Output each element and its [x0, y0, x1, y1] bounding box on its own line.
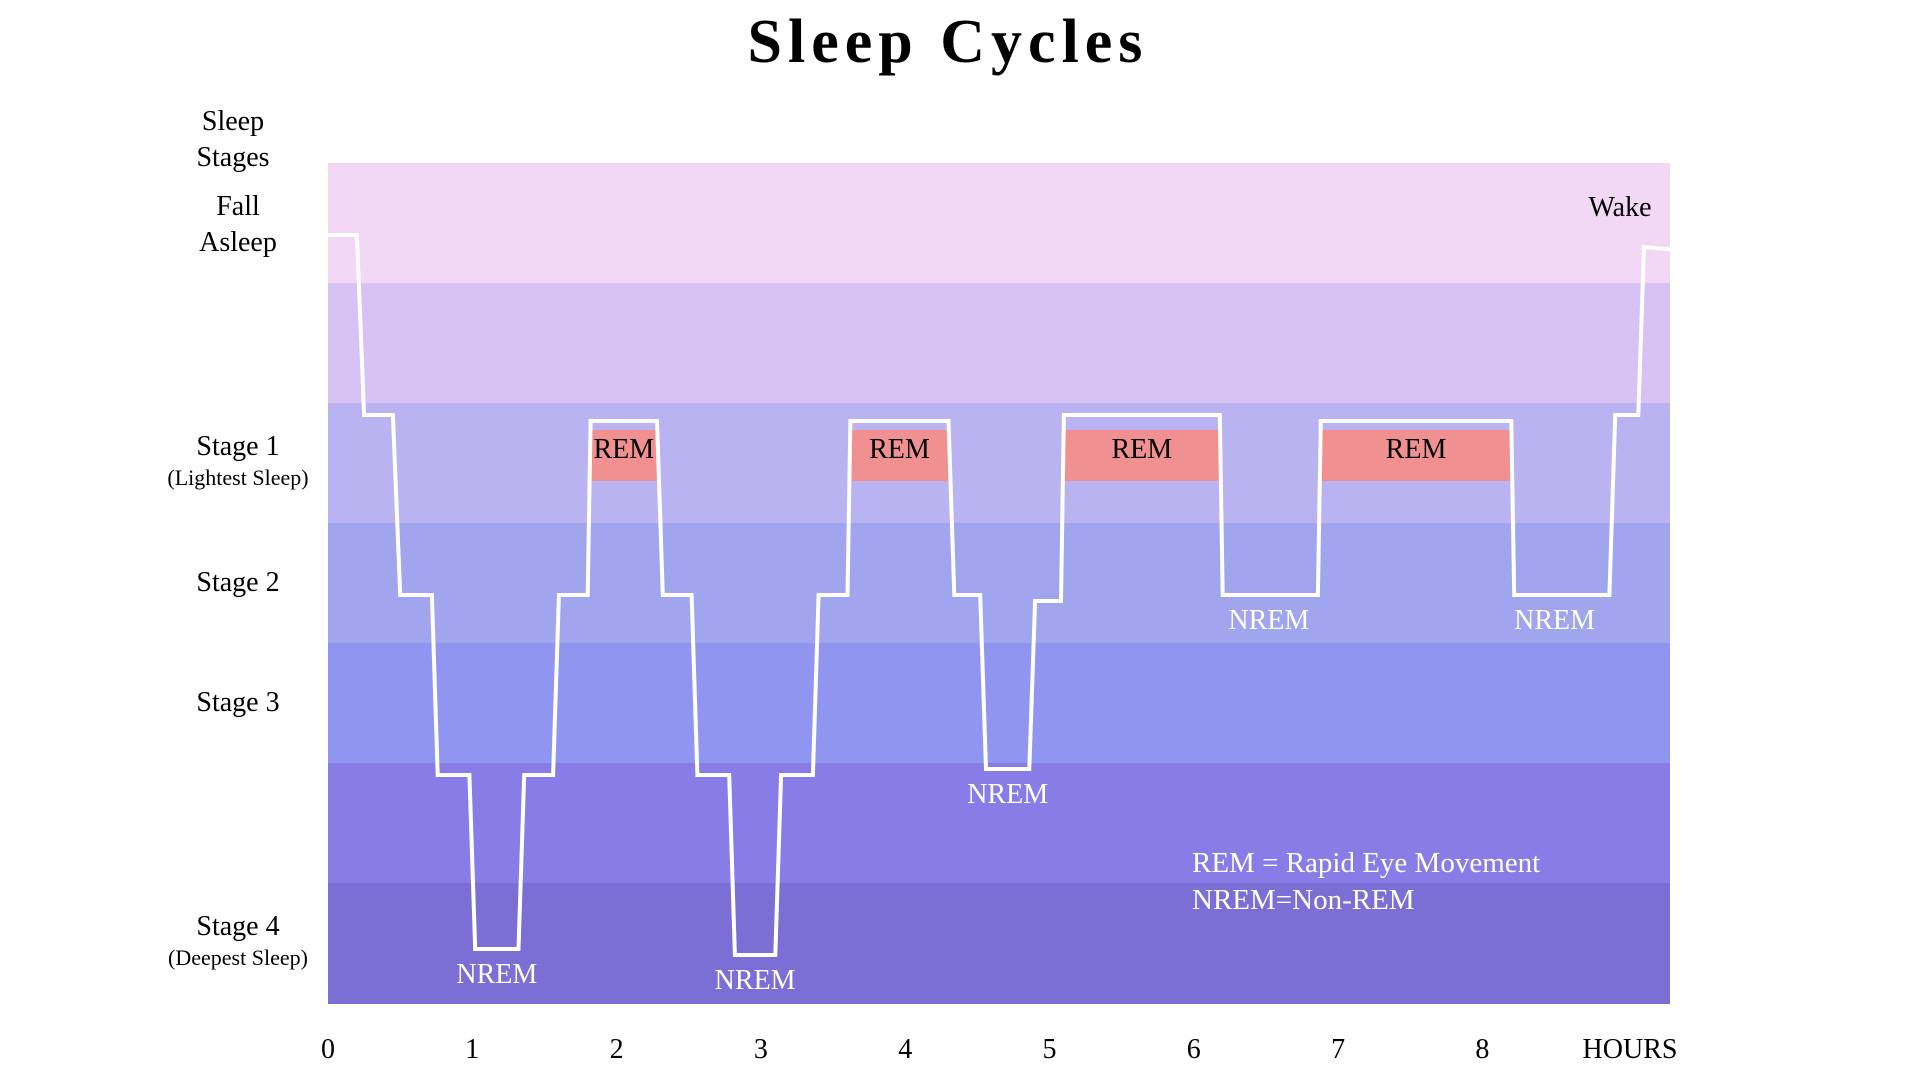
nrem-label: NREM: [1514, 605, 1595, 636]
stage-labels: Sleep Stages Fall Asleep Stage 1 (Lightest Sl…: [167, 106, 1651, 970]
x-axis-ticks: 0 1 2 3 4 5 6 7 8 HOURS: [321, 1034, 1677, 1065]
legend-entry: NREM=Non-REM: [1192, 884, 1415, 916]
stage-label: Stage 1: [196, 431, 279, 462]
y-axis-title: Sleep Stages: [196, 106, 269, 173]
rem-label: REM: [869, 434, 930, 465]
y-axis-title-line: Stages: [196, 142, 269, 173]
nrem-label: NREM: [456, 959, 537, 990]
x-tick-label: 7: [1331, 1034, 1345, 1065]
stage-label: Stage 2: [196, 567, 279, 598]
x-tick-label: 4: [898, 1034, 912, 1065]
nrem-label: NREM: [1228, 605, 1309, 636]
nrem-label: NREM: [967, 779, 1048, 810]
rem-box: [1063, 430, 1220, 481]
rem-periods: REM REM REM REM: [590, 430, 1512, 481]
stage-label-line: Stage 4: [196, 911, 279, 942]
nrem-labels: NREM NREM NREM NREM NREM: [456, 605, 1595, 996]
stage-label-line: Stage 2: [196, 567, 279, 598]
stage-label-line: Stage 1: [196, 431, 279, 462]
stage-label: Stage 3: [196, 687, 279, 718]
stage-band: [328, 523, 1670, 644]
stage-band: [328, 163, 1670, 284]
stage-label-line: Fall: [216, 191, 260, 222]
x-axis-unit: HOURS: [1583, 1034, 1678, 1065]
stage-label-line: Stage 3: [196, 687, 279, 718]
x-tick-label: 0: [321, 1034, 335, 1065]
x-tick-label: 8: [1475, 1034, 1489, 1065]
stage-sublabel: (Lightest Sleep): [167, 465, 308, 490]
stage-label-line: Asleep: [199, 227, 277, 258]
stage-band: [328, 643, 1670, 764]
rem-label: REM: [1112, 434, 1173, 465]
x-tick-label: 5: [1043, 1034, 1057, 1065]
stage-label: Stage 4: [196, 911, 279, 942]
stage-label: Fall Asleep: [199, 191, 277, 258]
x-tick-label: 3: [754, 1034, 768, 1065]
stage-bands: [328, 163, 1670, 1004]
rem-label: REM: [593, 434, 654, 465]
x-tick-label: 1: [465, 1034, 479, 1065]
nrem-label: NREM: [715, 965, 796, 996]
legend: REM = Rapid Eye Movement NREM=Non-REM: [1192, 847, 1540, 916]
stage-band: [328, 283, 1670, 404]
stage-band: [328, 763, 1670, 884]
wake-label: Wake: [1588, 192, 1651, 223]
rem-box: [590, 430, 658, 481]
x-tick-label: 2: [610, 1034, 624, 1065]
x-tick-label: 6: [1187, 1034, 1201, 1065]
rem-box: [1320, 430, 1512, 481]
hypnogram-line: [328, 233, 1671, 957]
stage-sublabel: (Deepest Sleep): [168, 945, 308, 970]
rem-label: REM: [1386, 434, 1447, 465]
stage-band: [328, 883, 1670, 1004]
rem-box: [850, 430, 949, 481]
y-axis-title-line: Sleep: [202, 106, 264, 137]
chart-title: Sleep Cycles: [748, 8, 1149, 76]
legend-entry: REM = Rapid Eye Movement: [1192, 847, 1540, 879]
